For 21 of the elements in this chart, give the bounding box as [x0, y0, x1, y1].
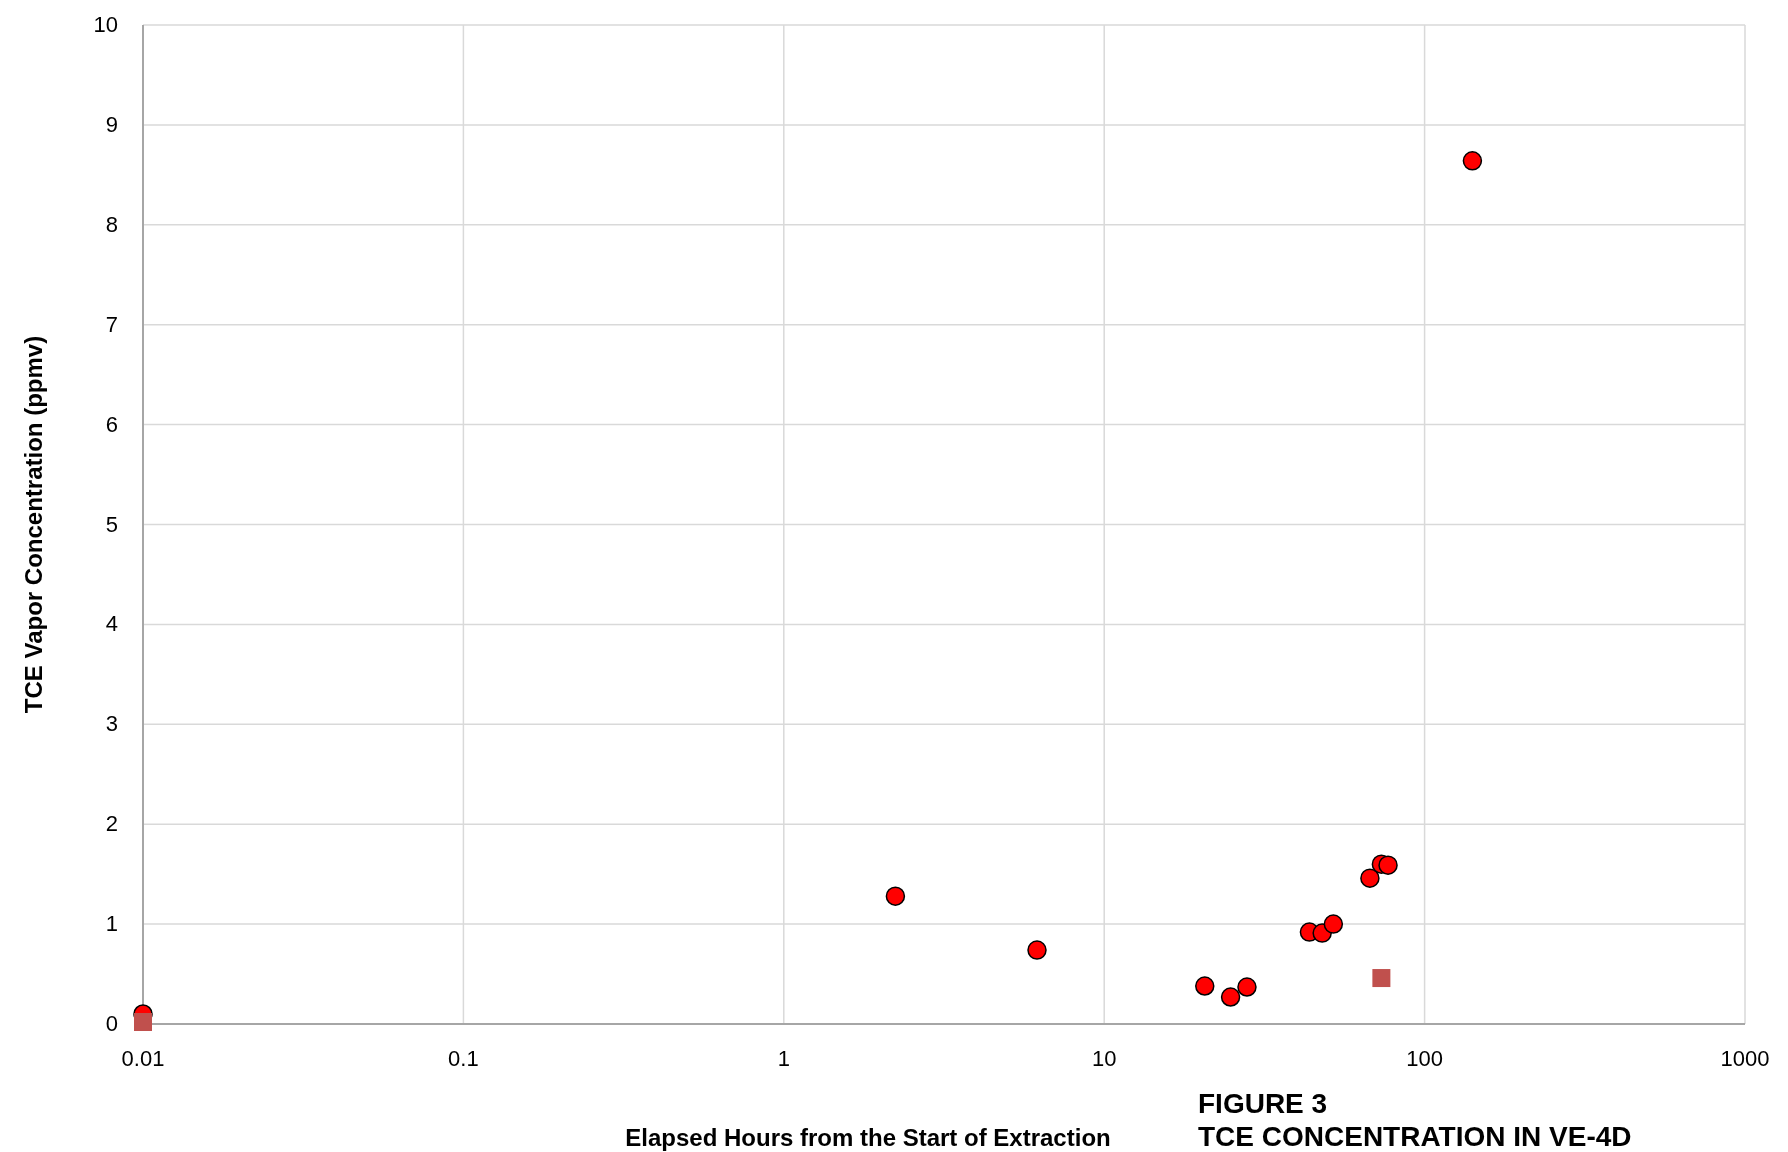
caption: FIGURE 3	[1198, 1088, 1328, 1119]
y-tick-label: 3	[105, 711, 118, 737]
y-tick-label: 2	[105, 811, 118, 837]
y-tick-label: 10	[93, 12, 118, 37]
y-tick-label: 7	[105, 311, 118, 337]
y-tick-label: 0	[105, 1011, 118, 1036]
x-tick-label: 0.1	[448, 1046, 479, 1071]
y-tick-label: 8	[105, 211, 118, 237]
y-axis-title: TCE Vapor Concentration (ppmv)	[20, 335, 47, 714]
y-tick-label: 1	[105, 911, 118, 937]
x-axis-title: Elapsed Hours from the Start of Extraction	[625, 1124, 1111, 1151]
x-tick-label: 1000	[1720, 1046, 1770, 1071]
x-tick-label: 10	[1091, 1046, 1117, 1071]
x-tick-label: 0.01	[121, 1046, 165, 1071]
text: TCE CONCENTRATION IN VE-4D	[1198, 1121, 1632, 1152]
y-tick-label: 4	[105, 611, 118, 637]
x-tick-label: 1	[777, 1046, 790, 1071]
y-tick-label: 5	[105, 511, 118, 537]
y-tick-label: 6	[105, 411, 118, 437]
x-tick-label: 100	[1406, 1046, 1443, 1071]
y-tick-label: 9	[105, 111, 118, 137]
